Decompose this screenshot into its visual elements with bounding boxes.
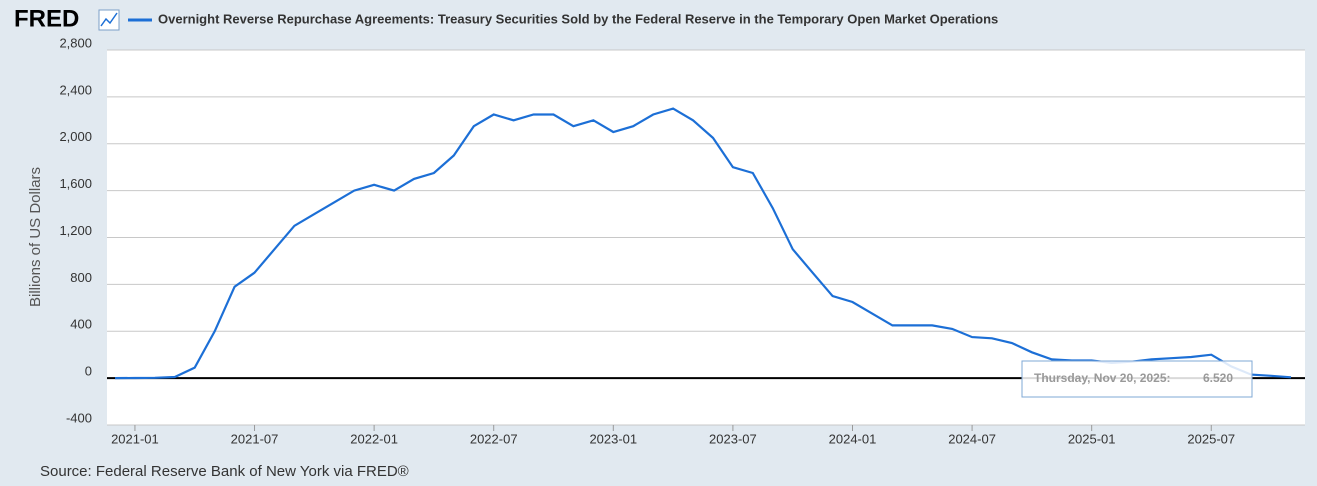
y-tick-label: 2,800 xyxy=(59,35,92,50)
x-tick-label: 2024-01 xyxy=(829,431,877,446)
tooltip-label: Thursday, Nov 20, 2025: xyxy=(1034,371,1171,385)
x-tick-label: 2023-01 xyxy=(589,431,637,446)
tooltip-value: 6.520 xyxy=(1203,371,1233,385)
x-tick-label: 2021-07 xyxy=(231,431,279,446)
y-axis-label: Billions of US Dollars xyxy=(27,167,44,307)
x-tick-label: 2025-01 xyxy=(1068,431,1116,446)
x-tick-label: 2025-07 xyxy=(1187,431,1235,446)
source: Source: Federal Reserve Bank of New York… xyxy=(40,463,409,480)
y-tick-label: 2,000 xyxy=(59,129,92,144)
x-tick-label: 2022-01 xyxy=(350,431,398,446)
tooltip: Thursday, Nov 20, 2025: 6.520 xyxy=(1021,360,1253,398)
logo-icon-line xyxy=(100,12,118,27)
x-tick-label: 2024-07 xyxy=(948,431,996,446)
y-tick-label: 800 xyxy=(70,270,92,285)
tooltip-box xyxy=(1021,360,1253,398)
y-tick-label: 1,600 xyxy=(59,176,92,191)
x-tick-label: 2022-07 xyxy=(470,431,518,446)
x-tick-label: 2021-01 xyxy=(111,431,159,446)
y-tick-label: 2,400 xyxy=(59,82,92,97)
x-tick-label: 2023-07 xyxy=(709,431,757,446)
legend-label: Overnight Reverse Repurchase Agreements:… xyxy=(158,11,998,26)
logo: FRED xyxy=(14,5,79,32)
y-tick-label: 1,200 xyxy=(59,223,92,238)
y-tick-label: 0 xyxy=(85,364,92,379)
y-tick-label: 400 xyxy=(70,317,92,332)
logo-icon xyxy=(98,9,120,31)
y-tick-label: -400 xyxy=(66,410,92,425)
